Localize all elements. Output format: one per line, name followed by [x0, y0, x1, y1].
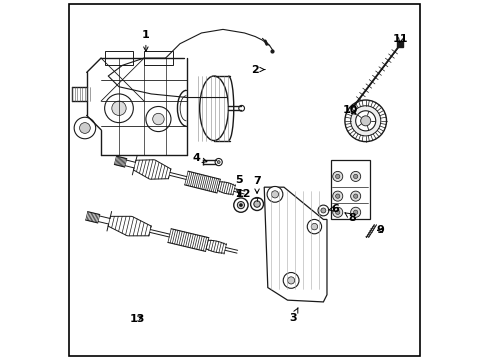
Text: 3: 3 — [288, 308, 298, 323]
Circle shape — [152, 113, 164, 125]
Circle shape — [335, 210, 339, 215]
Circle shape — [310, 224, 317, 230]
Circle shape — [350, 106, 380, 136]
Circle shape — [360, 116, 370, 126]
Circle shape — [353, 194, 357, 198]
Circle shape — [306, 220, 321, 234]
Circle shape — [74, 117, 96, 139]
Circle shape — [332, 207, 342, 217]
Circle shape — [239, 204, 242, 207]
Circle shape — [317, 205, 328, 216]
Circle shape — [112, 101, 126, 116]
Circle shape — [353, 210, 357, 215]
FancyBboxPatch shape — [330, 160, 369, 220]
Circle shape — [233, 198, 247, 212]
Text: 2: 2 — [251, 64, 264, 75]
Circle shape — [353, 174, 357, 179]
Circle shape — [253, 201, 260, 207]
Text: 10: 10 — [342, 105, 357, 115]
Polygon shape — [264, 187, 326, 302]
Circle shape — [320, 208, 325, 213]
Circle shape — [104, 94, 133, 123]
FancyBboxPatch shape — [144, 51, 172, 65]
Text: 11: 11 — [392, 34, 407, 44]
Circle shape — [238, 105, 244, 111]
Circle shape — [287, 277, 294, 284]
Circle shape — [355, 111, 375, 131]
Text: 6: 6 — [327, 204, 338, 214]
Text: 1: 1 — [142, 30, 149, 51]
Circle shape — [271, 191, 278, 198]
Circle shape — [335, 174, 339, 179]
Text: 9: 9 — [376, 225, 384, 235]
Text: 5: 5 — [234, 175, 242, 194]
Circle shape — [283, 273, 298, 288]
Circle shape — [332, 191, 342, 201]
Circle shape — [237, 202, 244, 209]
Circle shape — [335, 194, 339, 198]
Text: 8: 8 — [345, 213, 355, 222]
Circle shape — [332, 171, 342, 181]
Circle shape — [344, 100, 386, 141]
Circle shape — [215, 158, 222, 166]
Circle shape — [350, 171, 360, 181]
Circle shape — [250, 198, 263, 211]
Circle shape — [145, 107, 171, 132]
FancyBboxPatch shape — [104, 51, 133, 65]
Text: 12: 12 — [235, 189, 251, 199]
Circle shape — [266, 186, 282, 202]
Text: 7: 7 — [253, 176, 261, 193]
Text: 4: 4 — [192, 153, 206, 163]
Text: 13: 13 — [129, 314, 144, 324]
Circle shape — [217, 161, 220, 163]
Circle shape — [350, 207, 360, 217]
Circle shape — [350, 191, 360, 201]
Circle shape — [80, 123, 90, 134]
